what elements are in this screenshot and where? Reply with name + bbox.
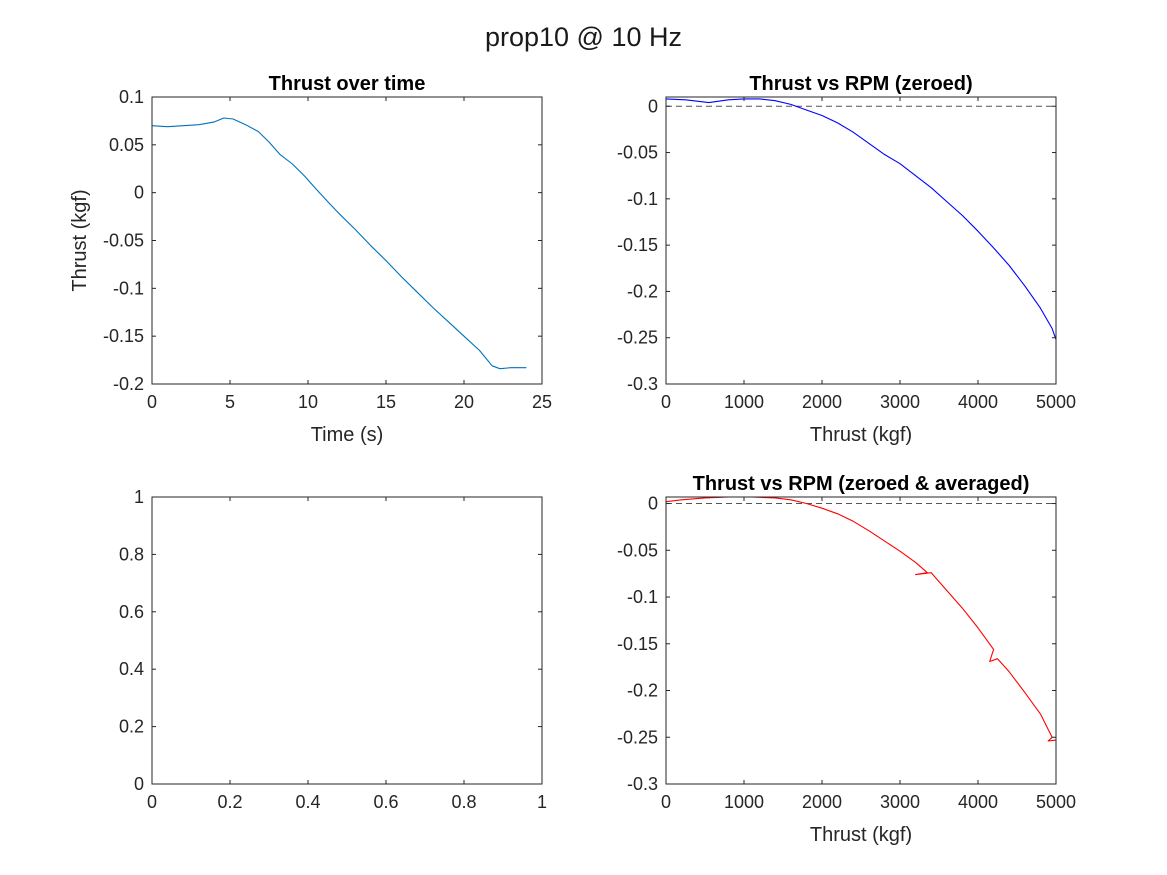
y-tick-label: -0.2 [627,281,658,301]
x-tick-label: 5 [225,392,235,412]
x-tick-label: 0.8 [451,792,476,812]
y-tick-label: 0.4 [119,659,144,679]
x-tick-label: 0 [661,392,671,412]
x-tick-label: 5000 [1036,392,1076,412]
subplot-4: 0 1000 2000 3000 4000 5000 -0.3 -0.25 -0.2 -0.15 -… [617,473,1076,846]
x-tick-label: 1000 [724,792,764,812]
axes-box [151,496,543,785]
x-axis-label: Thrust (kgf) [810,424,912,446]
y-tick-label: -0.15 [617,235,658,255]
axes-box [665,496,1057,785]
x-tick-label: 0 [661,792,671,812]
y-axis-label: Thrust (kgf) [69,189,91,291]
subplot-1: 0 5 10 15 20 25 -0.2 -0.15 -0.1 -0.05 0 0.05 0.1 Thru… [69,73,552,446]
x-tick-label: 0.2 [217,792,242,812]
y-tick-label: 0.8 [119,544,144,564]
x-tick-label: 0 [147,792,157,812]
y-tick-label: -0.05 [103,231,144,251]
y-tick-label: -0.2 [113,374,144,394]
y-tick-label: -0.1 [627,189,658,209]
x-axis-label: Time (s) [311,424,384,446]
x-tick-label: 3000 [880,392,920,412]
y-tick-label: 0.2 [119,717,144,737]
subplot-3: 0 0.2 0.4 0.6 0.8 1 0 0.2 0.4 0.6 0.8 1 [119,487,547,812]
y-tick-label: -0.15 [103,326,144,346]
axes-box [665,96,1057,385]
x-tick-label: 2000 [802,792,842,812]
axes-box [151,96,543,385]
series-line-1 [151,117,527,370]
x-tick-label: 1 [537,792,547,812]
y-tick-label: 0 [648,494,658,514]
y-tick-label: 0.6 [119,602,144,622]
y-tick-label: 1 [134,487,144,507]
y-tick-label: -0.15 [617,634,658,654]
x-tick-label: 4000 [958,392,998,412]
x-tick-label: 0.6 [373,792,398,812]
y-tick-label: -0.25 [617,328,658,348]
y-tick-label: -0.1 [113,278,144,298]
y-tick-label: -0.2 [627,681,658,701]
x-tick-label: 3000 [880,792,920,812]
x-axis-label: Thrust (kgf) [810,824,912,846]
y-tick-label: -0.1 [627,587,658,607]
x-tick-label: 15 [376,392,396,412]
subplot-title: Thrust vs RPM (zeroed) [749,73,972,95]
y-tick-label: -0.3 [627,374,658,394]
x-tick-label: 0 [147,392,157,412]
y-tick-label: -0.3 [627,774,658,794]
y-tick-label: 0.05 [109,135,144,155]
y-tick-label: -0.05 [617,540,658,560]
x-tick-label: 1000 [724,392,764,412]
x-tick-label: 5000 [1036,792,1076,812]
subplot-title: Thrust vs RPM (zeroed & averaged) [693,473,1030,495]
figure-title: prop10 @ 10 Hz [484,22,682,52]
y-tick-label: 0 [134,774,144,794]
series-line-1 [665,496,1057,742]
x-tick-label: 10 [298,392,318,412]
x-tick-label: 25 [532,392,552,412]
x-tick-label: 20 [454,392,474,412]
y-tick-label: 0.1 [119,87,144,107]
x-tick-label: 0.4 [295,792,320,812]
y-tick-label: 0 [648,96,658,116]
y-tick-label: 0 [134,183,144,203]
subplot-title: Thrust over time [269,73,426,95]
subplot-2: 0 1000 2000 3000 4000 5000 -0.3 -0.25 -0.2 -0.15 -… [617,73,1076,446]
x-tick-label: 2000 [802,392,842,412]
y-tick-label: -0.25 [617,727,658,747]
series-line-1 [665,98,1057,340]
x-tick-label: 4000 [958,792,998,812]
y-tick-label: -0.05 [617,143,658,163]
